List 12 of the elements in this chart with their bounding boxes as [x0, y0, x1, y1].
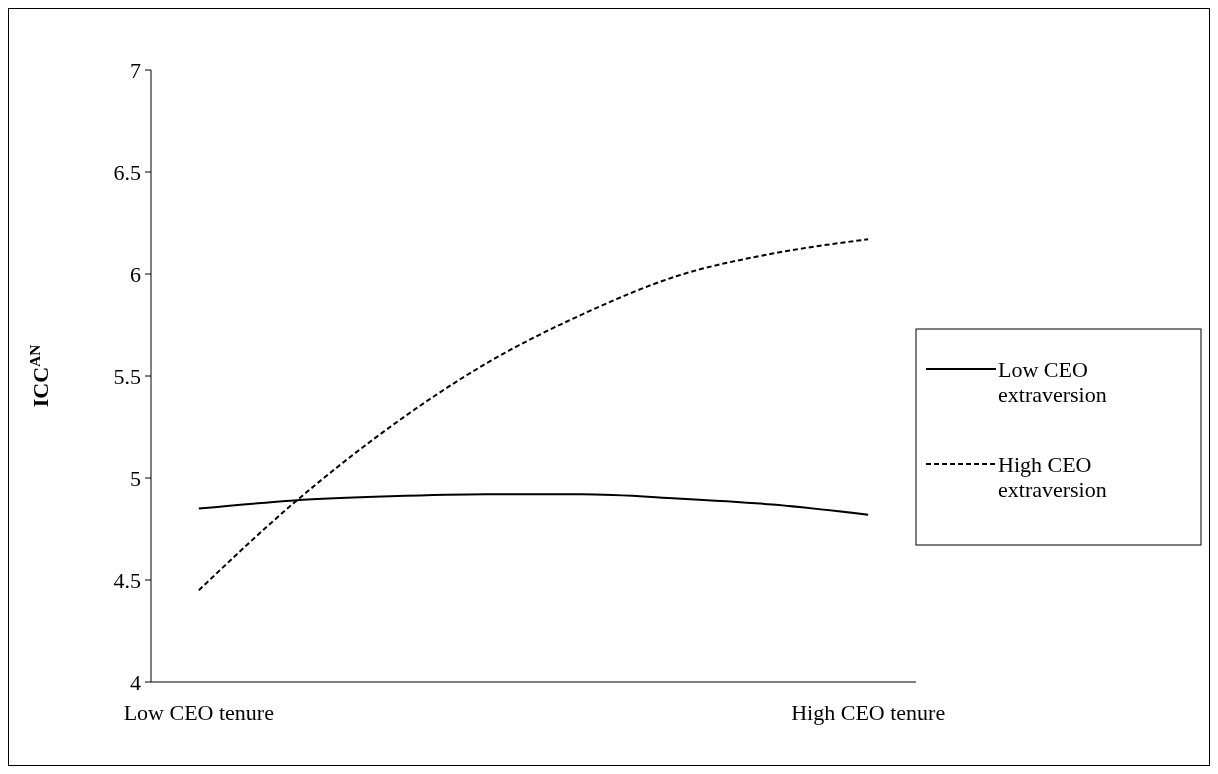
y-tick-label: 6 [130, 261, 141, 287]
x-tick-label: High CEO tenure [791, 700, 946, 725]
y-tick-label: 6.5 [113, 159, 141, 185]
x-tick-label: Low CEO tenure [123, 700, 274, 725]
legend-label: Low CEO extraversion [998, 356, 1107, 407]
y-tick-label: 5.5 [113, 363, 141, 389]
y-tick-label: 5 [130, 465, 141, 491]
y-tick-label: 7 [130, 57, 141, 83]
y-tick-label: 4 [130, 669, 141, 695]
y-tick-label: 4.5 [113, 567, 141, 593]
legend-label: High CEO extraversion [998, 451, 1107, 502]
line-series [197, 238, 870, 592]
